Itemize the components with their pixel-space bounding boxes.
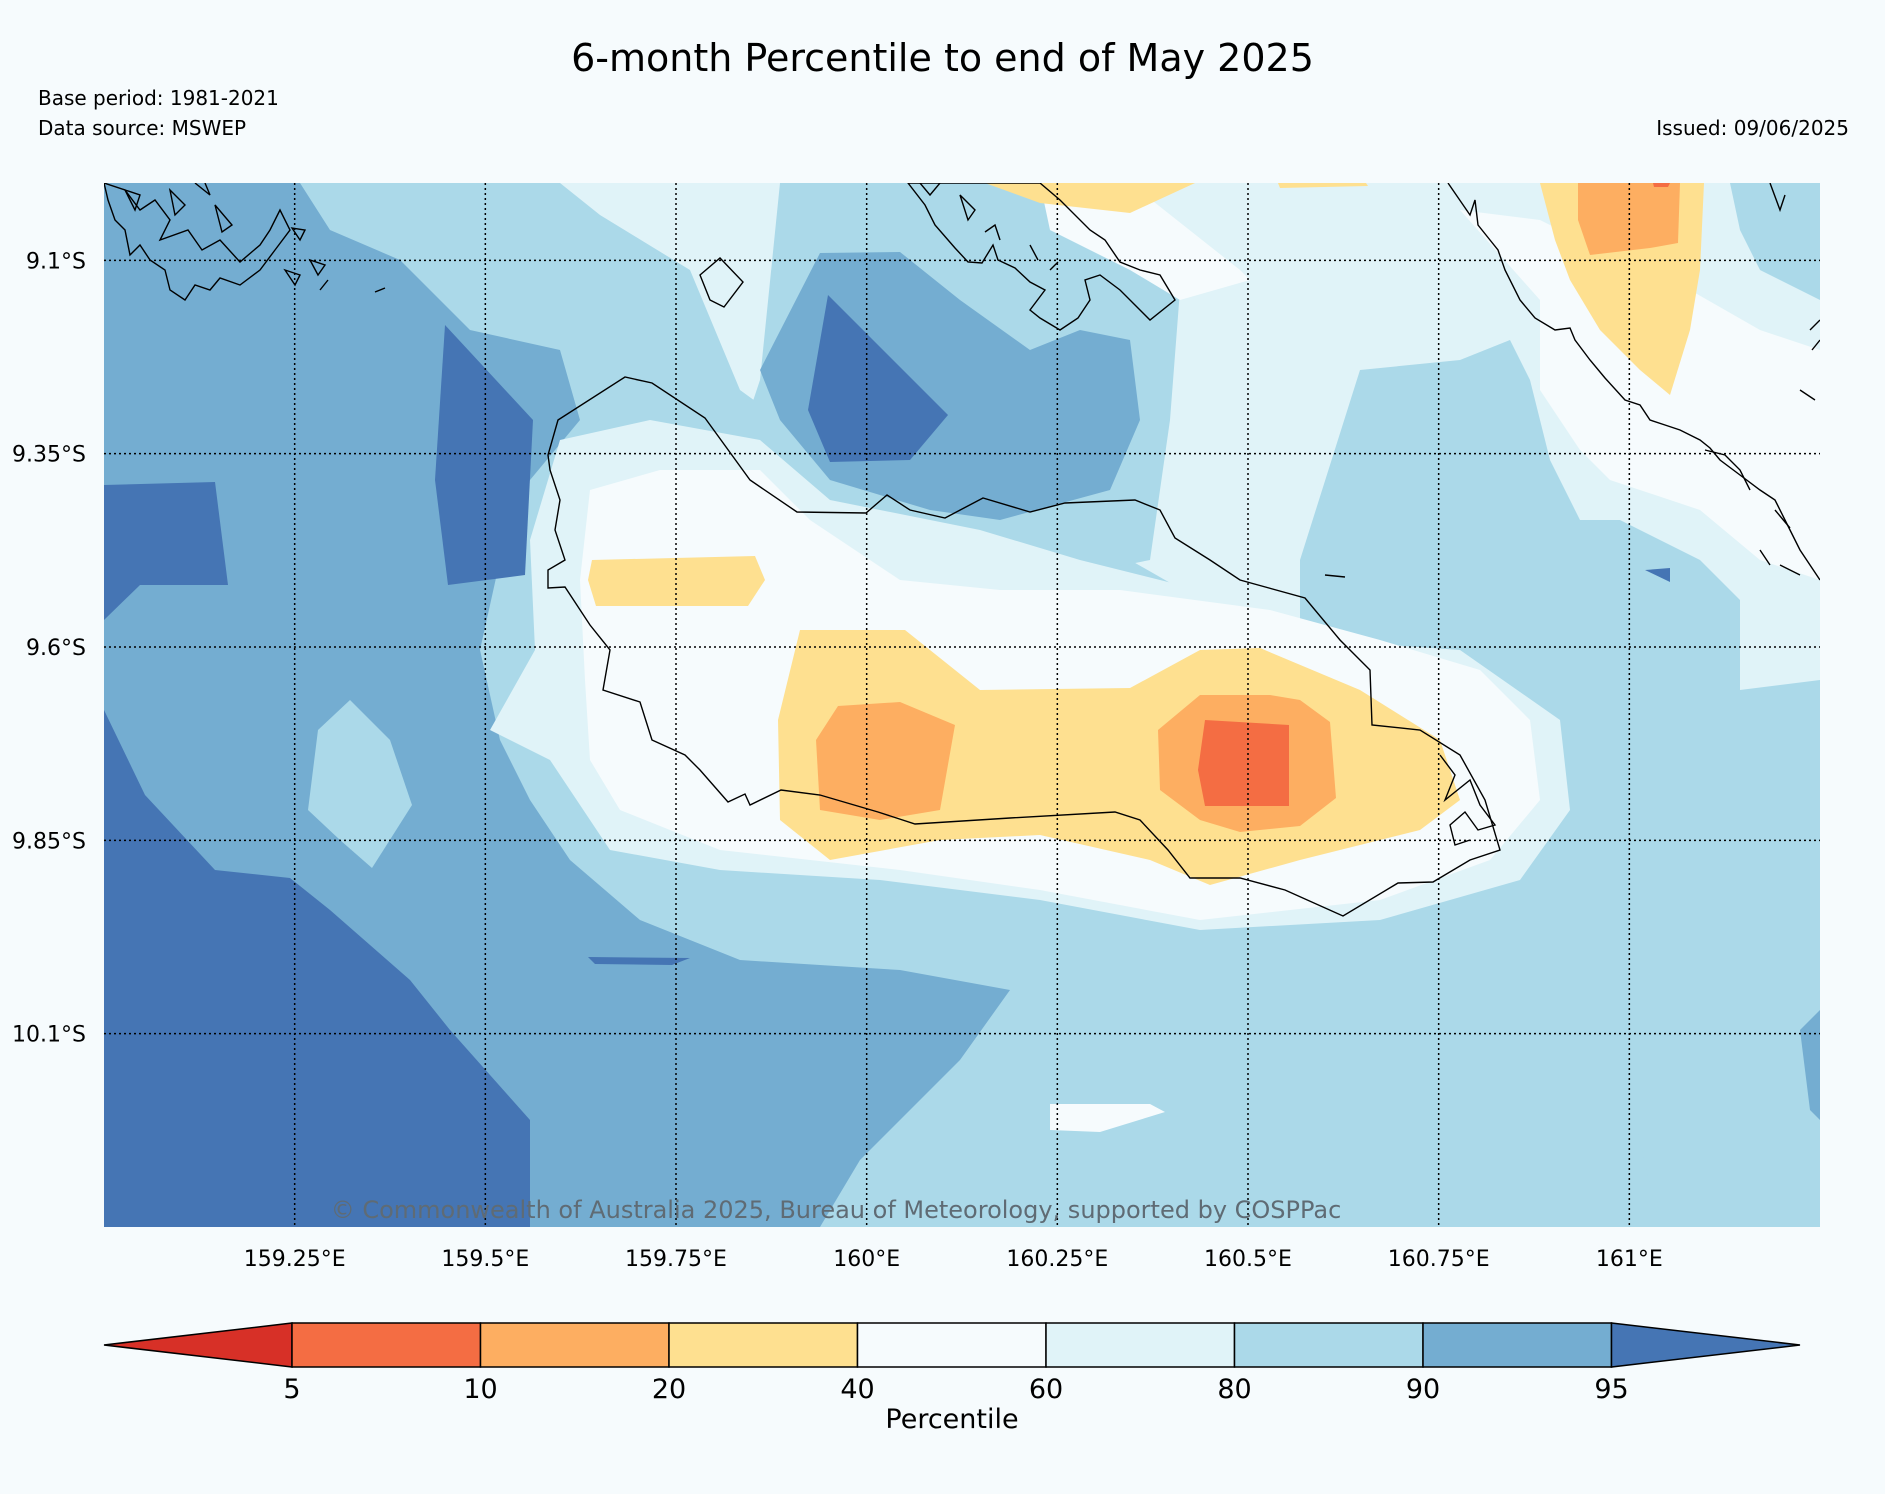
contour-5-10 bbox=[1653, 183, 1670, 187]
colorbar-segment bbox=[479, 1322, 670, 1368]
contour-gt95 bbox=[1645, 568, 1670, 582]
longitude-label: 159.25°E bbox=[244, 1247, 346, 1272]
colorbar-tick-label: 90 bbox=[1406, 1374, 1440, 1405]
latitude-label: 10.1°S bbox=[12, 1023, 86, 1048]
longitude-label: 160°E bbox=[833, 1247, 900, 1272]
latitude-label: 9.35°S bbox=[12, 443, 86, 468]
contour-gt95 bbox=[808, 295, 948, 462]
colorbar-segment bbox=[291, 1322, 482, 1368]
latitude-label: 9.6°S bbox=[26, 636, 86, 661]
longitude-label: 160.25°E bbox=[1006, 1247, 1108, 1272]
longitude-label: 159.5°E bbox=[441, 1247, 529, 1272]
longitude-label: 160.5°E bbox=[1204, 1247, 1292, 1272]
graticule bbox=[104, 183, 1820, 1227]
contour-40-60 bbox=[1050, 1104, 1165, 1132]
island-coastline bbox=[547, 376, 1501, 917]
coastline-southeast-fragments bbox=[1439, 754, 1497, 846]
colorbar: 5 10 20 40 60 80 90 95 bbox=[103, 1322, 1801, 1405]
latitude-label: 9.85°S bbox=[12, 829, 86, 854]
issued-date-text: Issued: 09/06/2025 bbox=[1656, 116, 1849, 140]
base-period-text: Base period: 1981-2021 bbox=[38, 86, 279, 110]
coastline-northwest bbox=[104, 183, 291, 301]
coastline-east bbox=[1447, 183, 1820, 581]
colorbar-segment bbox=[668, 1322, 859, 1368]
contour-5-10 bbox=[1198, 720, 1289, 806]
contour-40-60 bbox=[1040, 183, 1250, 300]
contour-fields bbox=[104, 183, 1820, 1227]
coastline-northwest-islets bbox=[123, 183, 386, 293]
colorbar-extend-low bbox=[103, 1322, 293, 1368]
colorbar-tick-label: 20 bbox=[652, 1374, 686, 1405]
contour-gt95 bbox=[104, 482, 228, 620]
copyright-text: © Commonwealth of Australia 2025, Bureau… bbox=[331, 1196, 1342, 1224]
contour-40-60 bbox=[1460, 210, 1820, 580]
colorbar-segment bbox=[1045, 1322, 1236, 1368]
contour-10-20 bbox=[816, 702, 955, 820]
colorbar-tick-label: 95 bbox=[1594, 1374, 1628, 1405]
axis-labels: 159.25°E 159.5°E 159.75°E 160°E 160.25°E 160.… bbox=[12, 249, 1663, 1272]
colorbar-tick-label: 60 bbox=[1029, 1374, 1063, 1405]
coastline-shoal bbox=[1324, 574, 1346, 578]
longitude-label: 159.75°E bbox=[625, 1247, 727, 1272]
map-title: 6-month Percentile to end of May 2025 bbox=[571, 36, 1314, 80]
latitude-label: 9.1°S bbox=[26, 249, 86, 274]
islet-coastline bbox=[699, 257, 744, 308]
colorbar-tick-label: 80 bbox=[1217, 1374, 1251, 1405]
contour-90-95 bbox=[1800, 1010, 1820, 1120]
contour-gt95 bbox=[104, 710, 530, 1227]
coastlines bbox=[104, 183, 1820, 917]
longitude-label: 161°E bbox=[1596, 1247, 1663, 1272]
contour-20-40 bbox=[985, 183, 1195, 213]
colorbar-extend-high bbox=[1610, 1322, 1801, 1368]
contour-20-40 bbox=[1278, 183, 1368, 188]
colorbar-segment bbox=[1422, 1322, 1613, 1368]
colorbar-tick-label: 5 bbox=[283, 1374, 300, 1405]
data-source-text: Data source: MSWEP bbox=[38, 116, 247, 140]
contour-80-90 bbox=[1730, 183, 1820, 300]
contour-20-40 bbox=[588, 556, 765, 606]
coastline-north bbox=[907, 183, 1176, 331]
contour-gt95 bbox=[588, 957, 690, 965]
longitude-label: 160.75°E bbox=[1388, 1247, 1490, 1272]
colorbar-tick-label: 10 bbox=[463, 1374, 497, 1405]
contour-gt95 bbox=[435, 325, 533, 585]
contour-80-90 bbox=[308, 700, 412, 868]
colorbar-segment bbox=[856, 1322, 1047, 1368]
coastline-north-islets bbox=[919, 183, 1059, 271]
colorbar-tick-label: 40 bbox=[840, 1374, 874, 1405]
coastline-east-islets bbox=[1704, 183, 1820, 576]
colorbar-segment bbox=[1233, 1322, 1424, 1368]
colorbar-label: Percentile bbox=[885, 1404, 1018, 1435]
